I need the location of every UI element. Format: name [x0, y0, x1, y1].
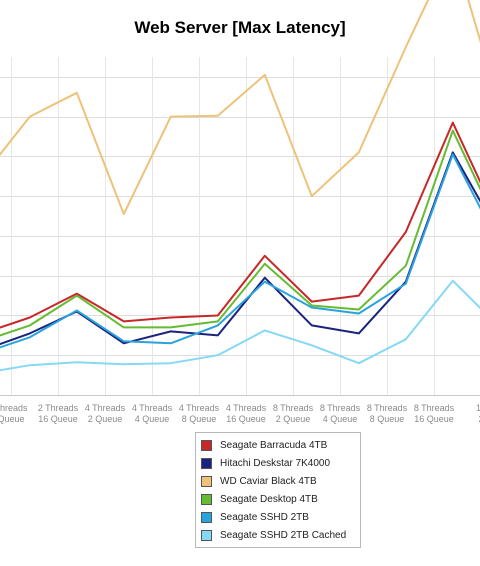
x-tick-label: 8 Threads 16 Queue	[414, 403, 455, 424]
legend-item: Seagate SSHD 2TB Cached	[196, 526, 360, 544]
x-tick-label: 8 Threads 2 Queue	[273, 403, 314, 424]
legend-swatch	[201, 457, 212, 469]
legend-swatch	[201, 493, 212, 505]
legend-label: Seagate SSHD 2TB Cached	[220, 529, 347, 541]
series-line-4	[0, 153, 480, 349]
x-tick-label: 4 Threads 16 Queue	[226, 403, 267, 424]
grid	[0, 57, 480, 396]
legend-swatch	[201, 475, 212, 487]
legend-item: WD Caviar Black 4TB	[196, 472, 360, 490]
x-tick-label: 4 Threads 2 Queue	[85, 403, 126, 424]
legend-swatch	[201, 439, 212, 451]
legend-label: Hitachi Deskstar 7K4000	[220, 457, 331, 469]
x-tick-label: 8 Threads 4 Queue	[320, 403, 361, 424]
x-tick-label: 8 Threads 8 Queue	[367, 403, 408, 424]
legend-item: Seagate SSHD 2TB	[196, 508, 360, 526]
legend-swatch	[201, 529, 212, 541]
legend: Seagate Barracuda 4TB Hitachi Deskstar 7K…	[195, 432, 361, 548]
legend-label: Seagate SSHD 2TB	[220, 511, 309, 523]
series-line-1	[0, 151, 480, 346]
series-line-5	[0, 279, 480, 372]
chart-title: Web Server [Max Latency]	[134, 18, 346, 37]
legend-label: Seagate Barracuda 4TB	[220, 439, 328, 451]
x-tick-label: 162	[476, 403, 480, 424]
series-line-2	[0, 0, 480, 216]
series-line-0	[0, 121, 480, 329]
legend-swatch	[201, 511, 212, 523]
x-tick-label: 4 Threads 8 Queue	[179, 403, 220, 424]
legend-item: Seagate Desktop 4TB	[196, 490, 360, 508]
legend-item: Seagate Barracuda 4TB	[196, 436, 360, 454]
x-tick-label: ThreadsQueue	[0, 403, 28, 424]
series-lines	[0, 0, 480, 372]
series-line-3	[0, 129, 480, 337]
legend-item: Hitachi Deskstar 7K4000	[196, 454, 360, 472]
legend-label: Seagate Desktop 4TB	[220, 493, 318, 505]
x-tick-label: 4 Threads 4 Queue	[132, 403, 173, 424]
x-tick-label: 2 Threads 16 Queue	[38, 403, 79, 424]
legend-label: WD Caviar Black 4TB	[220, 475, 317, 487]
